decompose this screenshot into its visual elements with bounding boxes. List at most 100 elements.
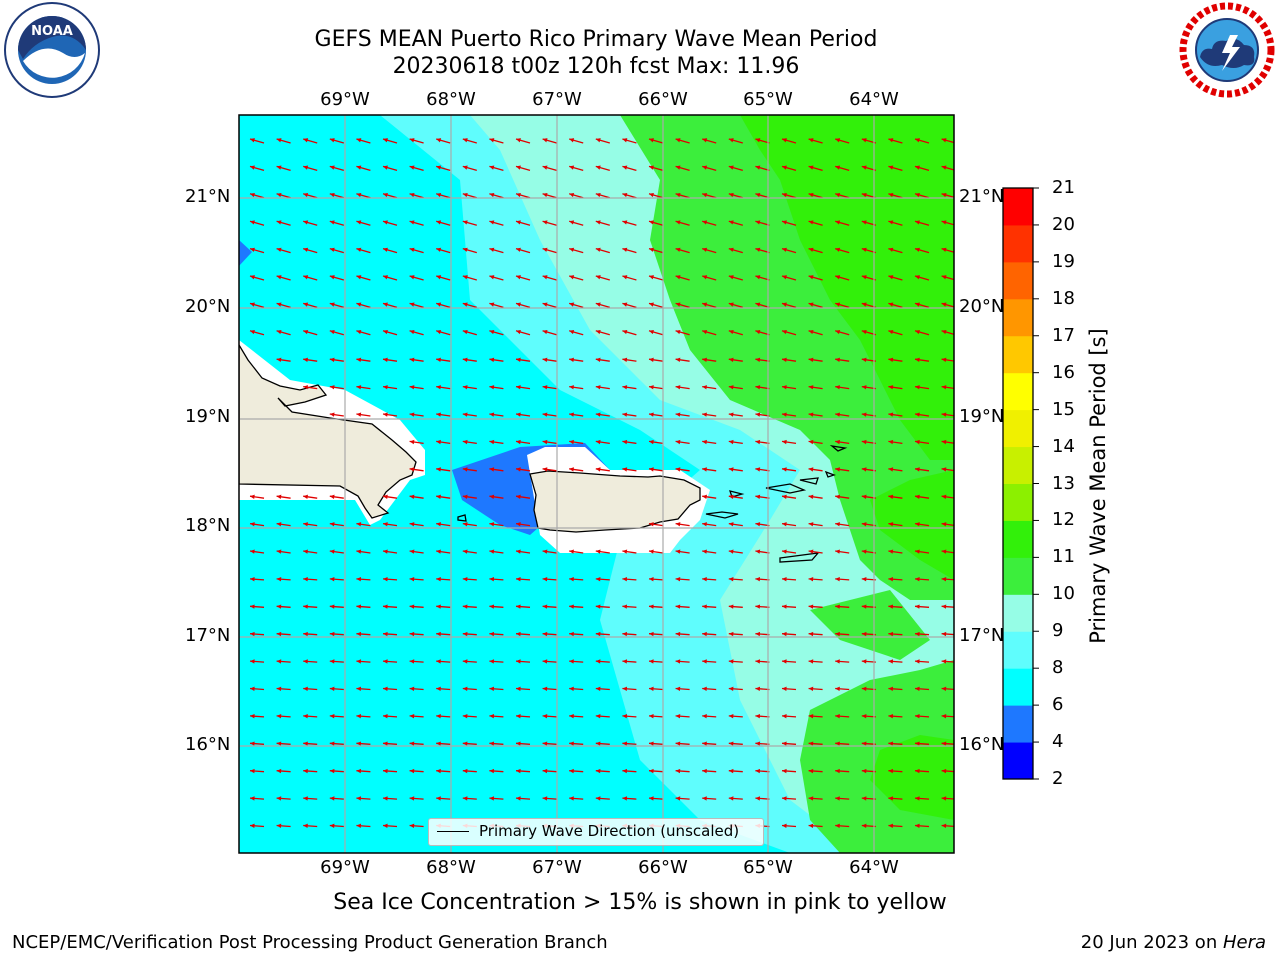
wave-arrow-head xyxy=(462,467,468,472)
wave-arrow-head xyxy=(728,192,734,198)
land-vieques xyxy=(705,511,739,519)
wave-arrow-head xyxy=(595,329,601,335)
wave-arrow-head xyxy=(861,823,867,828)
colorbar-segment xyxy=(1003,298,1033,337)
wave-arrow-head xyxy=(250,522,255,527)
wave-arrow-head xyxy=(542,768,548,774)
wave-arrow-head xyxy=(250,494,255,499)
wave-arrow-head xyxy=(489,247,495,252)
wave-arrow-head xyxy=(649,686,654,691)
wave-arrow-head xyxy=(276,686,282,691)
wave-arrow-head xyxy=(516,138,521,143)
wave-arrow-head xyxy=(329,686,335,691)
land-virgin-islands xyxy=(729,445,848,563)
wave-arrow-head xyxy=(728,522,734,527)
wave-arrow-head xyxy=(675,165,681,170)
wave-arrow-head xyxy=(915,494,920,499)
wave-arrow-head xyxy=(462,577,468,582)
wave-arrow-head xyxy=(542,577,548,582)
wave-arrow-head xyxy=(356,741,362,746)
colorbar-tick-label: 21 xyxy=(1052,177,1075,198)
wave-arrow-head xyxy=(808,577,814,582)
wave-arrow-head xyxy=(329,165,335,170)
wave-arrow-head xyxy=(702,220,708,225)
wave-arrow-head xyxy=(728,604,734,609)
wave-arrow-head xyxy=(915,302,920,307)
wave-arrow-head xyxy=(755,796,761,801)
wave-arrow-head xyxy=(250,247,255,252)
wave-arrow-head xyxy=(941,522,947,527)
wave-arrow-head xyxy=(622,577,628,582)
wave-arrow-head xyxy=(622,220,628,225)
legend-line-swatch xyxy=(437,831,469,832)
wave-arrow-head xyxy=(303,220,309,225)
footer-date-text: 20 Jun 2023 on xyxy=(1080,932,1223,953)
wave-arrow-head xyxy=(835,796,840,801)
wave-arrow-head xyxy=(595,247,601,252)
wave-arrow-head xyxy=(276,138,282,143)
wave-arrow-head xyxy=(436,357,441,362)
wave-arrow-head xyxy=(702,714,707,719)
chart-subtitle: 20230618 t00z 120h fcst Max: 11.96 xyxy=(392,54,800,79)
wave-arrow-head xyxy=(861,412,867,417)
colorbar-tick-label: 18 xyxy=(1052,287,1075,309)
wave-arrow-head xyxy=(462,604,468,609)
wave-arrow-head xyxy=(782,522,787,527)
wave-arrow-head xyxy=(941,686,947,691)
wave-arrow-head xyxy=(383,741,388,746)
wave-arrow-head xyxy=(489,138,495,143)
wave-arrow-head xyxy=(250,275,255,280)
wave-arrow-head xyxy=(383,796,388,801)
wave-arrow-head xyxy=(462,247,468,252)
wave-arrow-head xyxy=(276,247,282,252)
wave-arrow-head xyxy=(303,768,308,774)
wave-arrow-head xyxy=(888,275,894,280)
wave-arrow-head xyxy=(542,220,548,225)
wave-arrow-head xyxy=(888,165,894,170)
wave-arrow-head xyxy=(702,741,707,746)
wave-arrow-head xyxy=(861,522,867,527)
lat-label-left-16n: 16°N xyxy=(185,734,231,755)
wave-arrow-head xyxy=(782,494,787,499)
wave-arrow-head xyxy=(383,577,388,582)
wave-arrow-head xyxy=(649,357,654,362)
wave-arrow-head xyxy=(462,357,468,362)
wave-arrow-head xyxy=(436,138,442,143)
wave-arrow-head xyxy=(835,138,841,143)
wave-arrow-head xyxy=(755,714,761,719)
wave-arrow-head xyxy=(649,631,654,637)
wave-arrow-head xyxy=(462,522,468,527)
wave-arrow-head xyxy=(622,192,628,198)
colorbar-segment xyxy=(1003,520,1033,558)
wave-arrow-head xyxy=(409,714,415,719)
wave-arrow-head xyxy=(835,741,840,746)
wave-arrow-head xyxy=(702,275,708,280)
period-contours xyxy=(239,115,954,853)
wave-arrow-head xyxy=(436,741,441,746)
wave-arrow-head xyxy=(516,412,521,417)
wave-arrow-head xyxy=(516,768,521,774)
wave-arrow-head xyxy=(888,577,894,582)
wave-arrow-head xyxy=(808,714,814,719)
wave-arrow-head xyxy=(622,631,628,637)
wave-arrow-head xyxy=(649,385,654,390)
wave-arrow-head xyxy=(915,192,920,198)
wave-arrow-head xyxy=(489,577,495,582)
wave-arrow-head xyxy=(835,192,841,198)
wave-arrow-head xyxy=(329,412,335,417)
wave-arrow-head xyxy=(303,577,308,582)
wave-arrow-head xyxy=(516,659,521,664)
wave-arrow-head xyxy=(808,275,814,280)
wave-arrow-head xyxy=(728,439,734,445)
wave-arrow-head xyxy=(702,165,708,170)
lon-label-top-67w: 67°W xyxy=(532,89,582,110)
wave-arrow-head xyxy=(675,467,681,472)
wave-arrow-head xyxy=(569,604,574,609)
wave-arrow-head xyxy=(782,631,787,637)
wave-arrow-head xyxy=(383,165,388,170)
wave-arrow-head xyxy=(516,549,521,554)
wave-arrow-head xyxy=(329,577,335,582)
wave-arrow-head xyxy=(250,302,255,307)
wave-arrow-head xyxy=(569,768,574,774)
wave-arrow-head xyxy=(782,329,787,335)
